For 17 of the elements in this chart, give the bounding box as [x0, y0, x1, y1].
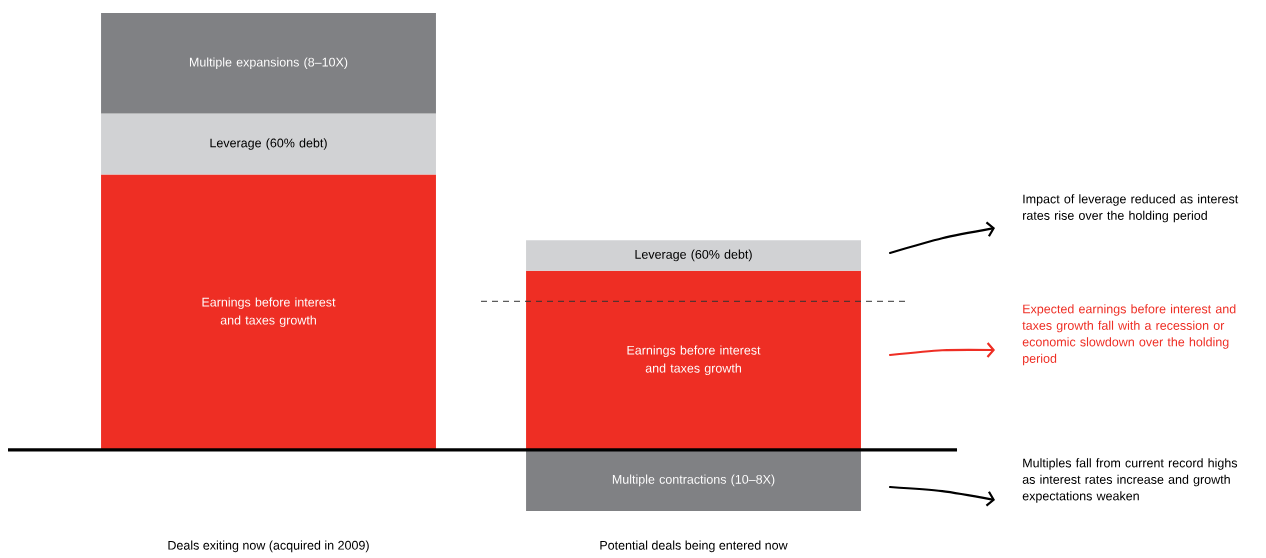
text: Leverage (60% debt): [210, 138, 327, 150]
series-label: Leverage (60% debt): [635, 249, 752, 262]
text: Expected earnings before interest and taxes growth fall with a recession or economic slowdown over the holding period: [1022, 304, 1236, 366]
bar: [526, 240, 861, 271]
x-tick-label: Potential deals being entered now: [600, 540, 788, 553]
bar: [526, 270, 861, 450]
text: Multiples fall from current record highs as interest rates increase and growth expectations weaken: [1022, 458, 1238, 503]
text: Earnings before interest and taxes growth: [202, 297, 336, 328]
x-tick-label: Deals exiting now (acquired in 2009): [168, 540, 369, 553]
bar: [101, 174, 436, 450]
text: Impact of leverage reduced as interest rates rise over the holding period: [1023, 194, 1239, 223]
series-label: Multiple expansions (8–10X): [189, 57, 348, 70]
series-label: Earnings before interest and taxes growth: [627, 345, 761, 376]
series-label: Multiple contractions (10–8X): [612, 474, 775, 487]
bar: [526, 449, 861, 511]
bar: [101, 12, 436, 114]
bar: [101, 113, 436, 175]
